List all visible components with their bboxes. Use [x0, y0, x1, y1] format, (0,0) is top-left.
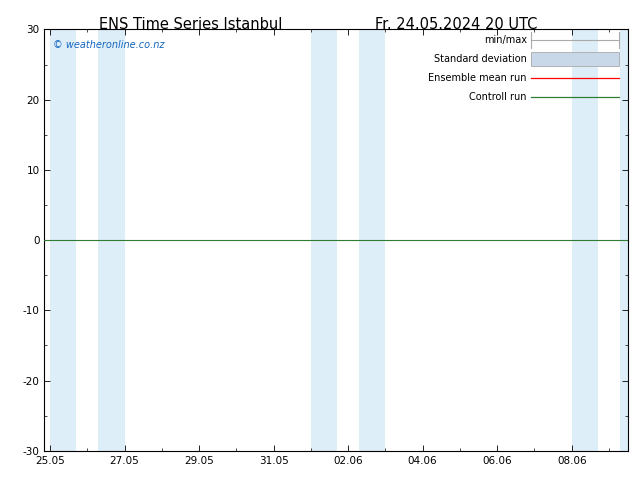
Bar	[620, 29, 628, 451]
Bar	[311, 29, 337, 451]
Text: Standard deviation: Standard deviation	[434, 54, 527, 64]
Text: min/max: min/max	[484, 35, 527, 45]
Bar	[98, 29, 124, 451]
Bar	[572, 29, 598, 451]
Text: Ensemble mean run: Ensemble mean run	[428, 73, 527, 83]
Bar	[359, 29, 385, 451]
Bar	[50, 29, 76, 451]
Text: Fr. 24.05.2024 20 UTC: Fr. 24.05.2024 20 UTC	[375, 17, 538, 32]
Text: ENS Time Series Istanbul: ENS Time Series Istanbul	[98, 17, 282, 32]
Text: © weatheronline.co.nz: © weatheronline.co.nz	[53, 40, 165, 50]
Bar	[531, 52, 619, 66]
Text: Controll run: Controll run	[469, 92, 527, 102]
